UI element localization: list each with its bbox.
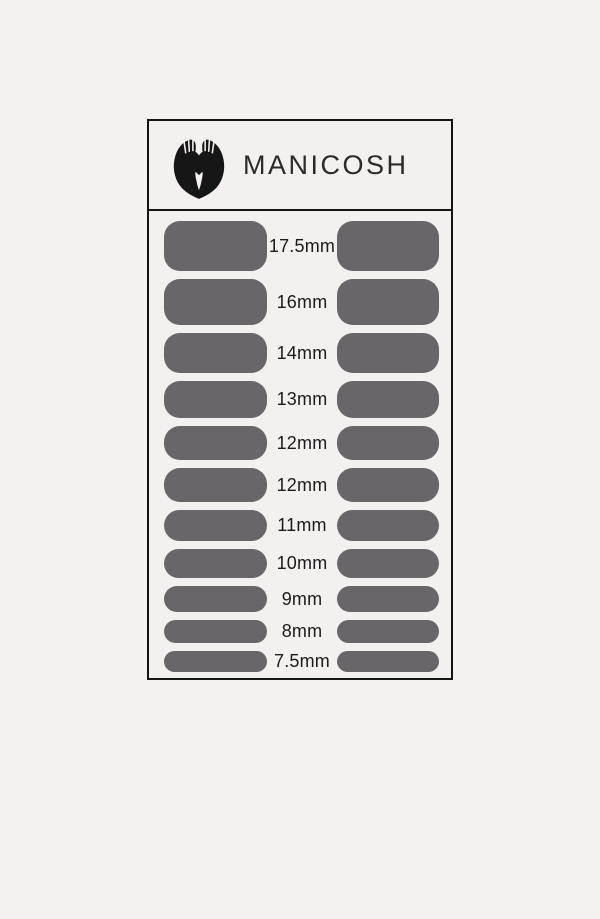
size-label: 16mm [276, 291, 328, 312]
nail-strip-left [164, 221, 267, 271]
size-row: 17.5mm [164, 221, 439, 271]
nail-strip-right [337, 381, 439, 418]
size-label: 7.5mm [273, 651, 330, 671]
size-row: 9mm [164, 586, 439, 612]
size-label: 11mm [277, 515, 327, 535]
nail-strip-right [337, 586, 439, 612]
nail-strip-right [337, 549, 439, 578]
nail-strip-right [337, 333, 439, 373]
nail-strip-left [164, 586, 267, 612]
nail-strip-left [164, 651, 267, 672]
size-label: 13mm [276, 389, 328, 409]
size-label: 8mm [281, 621, 323, 641]
size-row: 13mm [164, 381, 439, 418]
size-chart-card: MANICOSH 17.5mm 16mm 14mm 13mm 12mm 12mm 11mm 1… [147, 119, 453, 680]
nail-strip-left [164, 549, 267, 578]
nail-strip-left [164, 426, 267, 460]
nail-strip-left [164, 381, 267, 418]
nail-strip-right [337, 221, 439, 271]
size-row: 11mm [164, 510, 439, 541]
size-label: 10mm [276, 553, 328, 573]
nail-strip-left [164, 333, 267, 373]
size-row: 12mm [164, 426, 439, 460]
brand-header: MANICOSH [149, 121, 451, 211]
nail-strip-left [164, 279, 267, 325]
size-row: 12mm [164, 468, 439, 502]
hands-holding-heart-icon [173, 138, 225, 199]
size-label: 12mm [276, 432, 328, 453]
nail-strip-right [337, 426, 439, 460]
nail-strip-left [164, 510, 267, 541]
nail-strip-right [337, 279, 439, 325]
brand-name: MANICOSH [243, 149, 409, 180]
size-row: 7.5mm [164, 651, 439, 672]
size-label: 9mm [281, 588, 323, 609]
size-row: 10mm [164, 549, 439, 578]
nail-strip-right [337, 468, 439, 502]
size-label: 17.5mm [268, 235, 336, 256]
size-rows: 17.5mm 16mm 14mm 13mm 12mm 12mm 11mm 10mm 9mm 8mm… [149, 211, 451, 684]
nail-strip-right [337, 510, 439, 541]
nail-strip-left [164, 620, 267, 643]
nail-strip-right [337, 651, 439, 672]
size-label: 14mm [276, 342, 328, 363]
size-label: 12mm [276, 474, 328, 495]
nail-strip-left [164, 468, 267, 502]
size-row: 8mm [164, 620, 439, 643]
nail-strip-right [337, 620, 439, 643]
size-row: 14mm [164, 333, 439, 373]
size-row: 16mm [164, 279, 439, 325]
